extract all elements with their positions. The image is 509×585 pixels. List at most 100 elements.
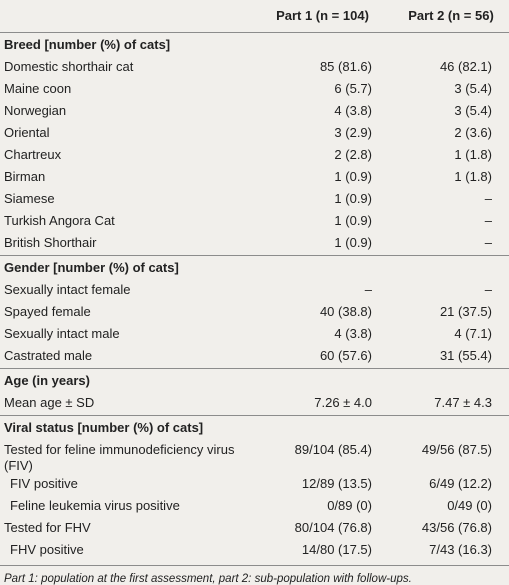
value-part1: 2 (2.8) [334, 147, 372, 162]
value-part2: – [484, 282, 492, 297]
header-cell: Part 2 (n = 56) [408, 8, 494, 23]
row-label: Sexually intact male [4, 326, 120, 341]
value-cells: 85 (81.6) 46 (82.1) [250, 57, 509, 79]
value-part2: – [484, 213, 492, 228]
value-part2: 3 (5.4) [454, 103, 492, 118]
value-cells: 4 (3.8) 4 (7.1) [250, 324, 509, 346]
value-part2: 4 (7.1) [454, 326, 492, 341]
value-part1: 85 (81.6) [319, 59, 372, 74]
value-cells: – – [250, 280, 509, 302]
value-part1: 80/104 (76.8) [294, 520, 372, 535]
section-title: Viral status [number (%) of cats] [0, 415, 509, 440]
value-part2: 21 (37.5) [439, 304, 492, 319]
row-label: FIV positive [10, 476, 78, 491]
value-part1: 40 (38.8) [319, 304, 372, 319]
value-cells: 1 (0.9) – [250, 189, 509, 211]
section-row: Breed [number (%) of cats] [0, 32, 509, 57]
data-row: Birman 1 (0.9) 1 (1.8) [0, 167, 509, 189]
value-part1: 60 (57.6) [319, 348, 372, 363]
value-part2: 0/49 (0) [447, 498, 492, 513]
value-cells: 12/89 (13.5) 6/49 (12.2) [250, 474, 509, 496]
data-row: FHV positive 14/80 (17.5) 7/43 (16.3) [0, 540, 509, 566]
row-label: Castrated male [4, 348, 93, 363]
value-part1: 7.26 ± 4.0 [314, 395, 372, 410]
header-row: Part 1 (n = 104) Part 2 (n = 56) [0, 0, 509, 33]
value-cells: 40 (38.8) 21 (37.5) [250, 302, 509, 324]
value-cells: 1 (0.9) – [250, 233, 509, 256]
value-part1: 89/104 (85.4) [294, 442, 372, 457]
table-body: Breed [number (%) of cats] Domestic short… [0, 32, 509, 566]
data-row: FIV positive 12/89 (13.5) 6/49 (12.2) [0, 474, 509, 496]
row-label: Feline leukemia virus positive [10, 498, 180, 513]
data-row: Tested for FHV 80/104 (76.8) 43/56 (76.8) [0, 518, 509, 540]
row-label: Oriental [4, 125, 50, 140]
value-cells: 0/89 (0) 0/49 (0) [250, 496, 509, 518]
row-label: Mean age ± SD [4, 395, 95, 410]
row-label: Birman [4, 169, 46, 184]
value-part2: – [484, 191, 492, 206]
value-part1: 14/80 (17.5) [301, 542, 372, 557]
section-title: Gender [number (%) of cats] [0, 255, 509, 280]
value-part2: – [484, 235, 492, 250]
header-empty [0, 0, 250, 33]
data-row: Tested for feline immunodeficiency virus… [0, 440, 509, 474]
row-label: Sexually intact female [4, 282, 131, 297]
footnote: Part 1: population at the first assessme… [4, 573, 412, 585]
data-row: British Shorthair 1 (0.9) – [0, 233, 509, 256]
value-part1: 6 (5.7) [334, 81, 372, 96]
value-part1: 1 (0.9) [334, 169, 372, 184]
data-row: Turkish Angora Cat 1 (0.9) – [0, 211, 509, 233]
data-row: Chartreux 2 (2.8) 1 (1.8) [0, 145, 509, 167]
value-part2: 46 (82.1) [439, 59, 492, 74]
value-part2: 31 (55.4) [439, 348, 492, 363]
value-part1: 4 (3.8) [334, 326, 372, 341]
row-label: Norwegian [4, 103, 67, 118]
row-label: British Shorthair [4, 235, 97, 250]
value-cells: 7.26 ± 4.0 7.47 ± 4.3 [250, 393, 509, 416]
value-part1: 4 (3.8) [334, 103, 372, 118]
data-table: Part 1 (n = 104) Part 2 (n = 56) Breed [n… [0, 0, 509, 566]
row-label: Maine coon [4, 81, 72, 96]
value-cells: 89/104 (85.4) 49/56 (87.5) [250, 440, 509, 474]
data-row: Maine coon 6 (5.7) 3 (5.4) [0, 79, 509, 101]
header-cell: Part 1 (n = 104) [276, 8, 369, 23]
value-cells: 3 (2.9) 2 (3.6) [250, 123, 509, 145]
data-row: Mean age ± SD 7.26 ± 4.0 7.47 ± 4.3 [0, 393, 509, 416]
value-part1: 1 (0.9) [334, 213, 372, 228]
value-cells: 80/104 (76.8) 43/56 (76.8) [250, 518, 509, 540]
value-part2: 1 (1.8) [454, 147, 492, 162]
data-row: Castrated male 60 (57.6) 31 (55.4) [0, 346, 509, 369]
value-part2: 7/43 (16.3) [429, 542, 492, 557]
value-part1: 1 (0.9) [334, 235, 372, 250]
value-part2: 7.47 ± 4.3 [434, 395, 492, 410]
row-label: Siamese [4, 191, 55, 206]
row-label: FHV positive [0, 540, 250, 566]
row-label: Domestic shorthair cat [4, 59, 134, 74]
value-cells: 1 (0.9) – [250, 211, 509, 233]
value-cells: 1 (0.9) 1 (1.8) [250, 167, 509, 189]
value-part2: 6/49 (12.2) [429, 476, 492, 491]
value-cells: 2 (2.8) 1 (1.8) [250, 145, 509, 167]
row-label: Turkish Angora Cat [4, 213, 115, 228]
section-row: Gender [number (%) of cats] [0, 255, 509, 280]
section-title: Breed [number (%) of cats] [0, 32, 509, 57]
row-label: Chartreux [4, 147, 62, 162]
row-label: Tested for FHV [4, 520, 91, 535]
data-row: Norwegian 4 (3.8) 3 (5.4) [0, 101, 509, 123]
value-part1: – [364, 282, 372, 297]
value-part1: 1 (0.9) [334, 191, 372, 206]
data-row: Domestic shorthair cat 85 (81.6) 46 (82.1) [0, 57, 509, 79]
row-label: Tested for feline immunodeficiency virus… [4, 442, 235, 473]
data-row: Sexually intact female – – [0, 280, 509, 302]
value-cells: 4 (3.8) 3 (5.4) [250, 101, 509, 123]
value-part2: 43/56 (76.8) [421, 520, 492, 535]
data-row: Spayed female 40 (38.8) 21 (37.5) [0, 302, 509, 324]
data-row: Oriental 3 (2.9) 2 (3.6) [0, 123, 509, 145]
header-cells: Part 1 (n = 104) Part 2 (n = 56) [250, 0, 509, 33]
value-cells: 14/80 (17.5) 7/43 (16.3) [250, 540, 509, 566]
value-part2: 1 (1.8) [454, 169, 492, 184]
row-label: Spayed female [4, 304, 91, 319]
value-part2: 49/56 (87.5) [421, 442, 492, 457]
value-part1: 0/89 (0) [327, 498, 372, 513]
